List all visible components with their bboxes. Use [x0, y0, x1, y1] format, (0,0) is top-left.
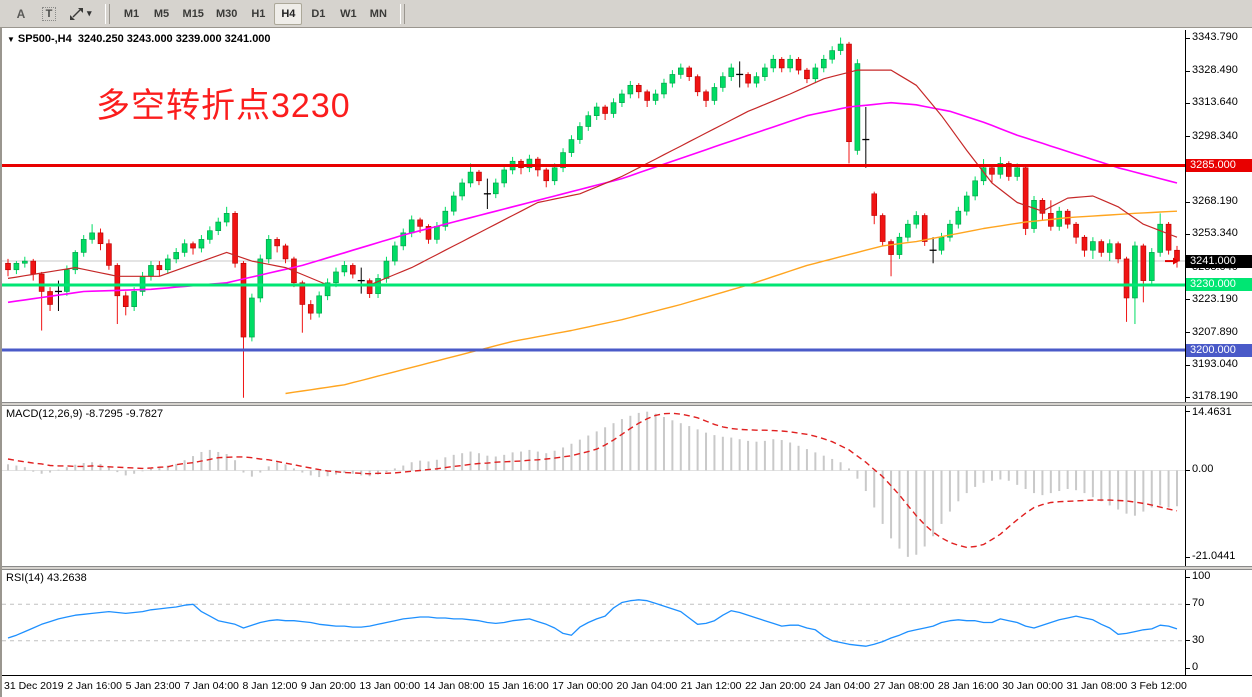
rsi-label: RSI(14) 43.2638	[6, 572, 87, 584]
symbol-timeframe-label: SP500-,H4	[17, 33, 72, 45]
axis-tick-label: 30	[1192, 633, 1205, 646]
text-box-tool-button[interactable]: T	[36, 3, 62, 25]
time-label: 17 Jan 00:00	[552, 680, 613, 692]
macd-axis[interactable]: 14.4631 0.00 -21.0441	[1185, 406, 1252, 566]
axis-tick-mark	[1186, 603, 1190, 605]
timeframe-m30-button[interactable]: M30	[211, 3, 242, 25]
pane-separator[interactable]	[2, 566, 1252, 570]
time-label: 8 Jan 12:00	[242, 680, 298, 692]
axis-tick-mark	[1186, 410, 1190, 412]
ohlc-values: 3240.250 3243.000 3239.000 3241.000	[77, 33, 271, 45]
axis-tick-label: 3298.340	[1192, 129, 1238, 142]
price-level-badge-resistance: 3285.000	[1186, 159, 1252, 173]
rsi-pane[interactable]: RSI(14) 43.2638 100 70 30 0	[2, 570, 1252, 675]
timeframe-h4-button[interactable]: H4	[274, 2, 303, 25]
axis-tick-label: 0	[1192, 661, 1199, 673]
time-label: 3 Feb 12:00	[1130, 680, 1187, 692]
toolbar-separator	[400, 3, 406, 24]
annotation-text: 多空转折点3230	[96, 87, 351, 125]
time-label: 27 Jan 08:00	[873, 680, 935, 692]
toolbar: A T ▾ M1 M5 M15 M30 H1 H4 D1 W1 MN	[0, 0, 1252, 28]
axis-tick-mark	[1186, 102, 1190, 104]
arrow-objects-button[interactable]: ▾	[64, 3, 97, 25]
time-label: 5 Jan 23:00	[125, 680, 181, 692]
axis-tick-mark	[1186, 201, 1190, 203]
axis-tick-mark	[1186, 332, 1190, 334]
price-level-badge-support: 3200.000	[1186, 343, 1252, 357]
axis-tick-mark	[1186, 640, 1190, 642]
axis-tick-label: 3253.340	[1192, 227, 1238, 240]
time-label: 14 Jan 08:00	[423, 680, 485, 692]
timeframe-d1-button[interactable]: D1	[304, 3, 332, 25]
axis-tick-label: 3268.190	[1192, 195, 1238, 208]
axis-tick-mark	[1186, 70, 1190, 72]
axis-tick-mark	[1186, 556, 1190, 558]
axis-tick-label: 3313.640	[1192, 96, 1238, 109]
chart-title: ▼ SP500-,H4 3240.250 3243.000 3239.000 32…	[7, 33, 271, 45]
current-price-badge: 3241.000	[1186, 254, 1252, 268]
time-label: 31 Dec 2019	[4, 680, 64, 692]
text-label-tool-button[interactable]: A	[8, 3, 34, 25]
symbol-dropdown-icon[interactable]: ▼	[7, 35, 15, 44]
time-label: 22 Jan 20:00	[745, 680, 806, 692]
axis-tick-label: 3207.890	[1192, 325, 1238, 338]
time-axis-labels: 31 Dec 2019 2 Jan 16:00 5 Jan 23:00 7 Ja…	[2, 676, 1187, 692]
axis-tick-mark	[1186, 136, 1190, 138]
time-label: 28 Jan 16:00	[937, 680, 999, 692]
timeframe-m1-button[interactable]: M1	[118, 3, 146, 25]
axis-tick-label: 3193.040	[1192, 358, 1238, 371]
timeframe-w1-button[interactable]: W1	[334, 3, 362, 25]
macd-pane[interactable]: MACD(12,26,9) -8.7295 -9.7827 14.4631 0.0…	[2, 406, 1252, 566]
timeframe-h1-button[interactable]: H1	[244, 3, 272, 25]
time-label: 24 Jan 04:00	[809, 680, 871, 692]
axis-tick-mark	[1186, 667, 1190, 669]
axis-tick-mark	[1186, 576, 1190, 578]
macd-label: MACD(12,26,9) -8.7295 -9.7827	[6, 408, 164, 420]
macd-plot[interactable]	[2, 406, 1185, 566]
arrows-icon	[70, 7, 83, 20]
timeframe-m5-button[interactable]: M5	[148, 3, 176, 25]
axis-tick-label: 100	[1192, 570, 1211, 582]
axis-tick-label: -21.0441	[1192, 550, 1236, 562]
chart-window: ▼ SP500-,H4 3240.250 3243.000 3239.000 32…	[0, 28, 1252, 697]
time-axis[interactable]: 31 Dec 2019 2 Jan 16:00 5 Jan 23:00 7 Ja…	[2, 675, 1252, 697]
timeframe-mn-button[interactable]: MN	[364, 3, 392, 25]
axis-tick-mark	[1186, 396, 1190, 398]
time-label: 20 Jan 04:00	[616, 680, 678, 692]
axis-tick-label: 3343.790	[1192, 31, 1238, 43]
chevron-down-icon: ▾	[87, 8, 92, 18]
time-label: 31 Jan 08:00	[1066, 680, 1128, 692]
time-label: 7 Jan 04:00	[184, 680, 239, 692]
time-label: 13 Jan 00:00	[359, 680, 421, 692]
axis-tick-mark	[1186, 233, 1190, 235]
axis-tick-label: 3328.490	[1192, 64, 1238, 77]
axis-tick-mark	[1186, 364, 1190, 366]
time-label: 21 Jan 12:00	[680, 680, 742, 692]
time-label: 9 Jan 20:00	[300, 680, 356, 692]
axis-tick-label: 3223.190	[1192, 292, 1238, 305]
time-label: 30 Jan 00:00	[1002, 680, 1063, 692]
axis-tick-label: 70	[1192, 597, 1205, 610]
rsi-plot[interactable]	[2, 570, 1185, 675]
candlestick-plot[interactable]	[2, 30, 1185, 402]
rsi-axis[interactable]: 100 70 30 0	[1185, 570, 1252, 675]
axis-tick-label: 14.4631	[1192, 406, 1232, 418]
toolbar-separator	[104, 3, 110, 24]
axis-tick-mark	[1186, 37, 1190, 39]
axis-tick-label: 3178.190	[1192, 390, 1238, 402]
text-box-icon: T	[41, 6, 57, 21]
axis-tick-mark	[1186, 299, 1190, 301]
time-label: 2 Jan 16:00	[67, 680, 122, 692]
timeframe-m15-button[interactable]: M15	[178, 3, 209, 25]
time-label: 15 Jan 16:00	[487, 680, 549, 692]
price-chart-pane[interactable]: ▼ SP500-,H4 3240.250 3243.000 3239.000 32…	[2, 30, 1252, 402]
pane-separator[interactable]	[2, 402, 1252, 406]
axis-tick-label: 0.00	[1192, 463, 1214, 476]
axis-tick-mark	[1186, 469, 1190, 471]
price-level-badge-pivot: 3230.000	[1186, 278, 1252, 292]
